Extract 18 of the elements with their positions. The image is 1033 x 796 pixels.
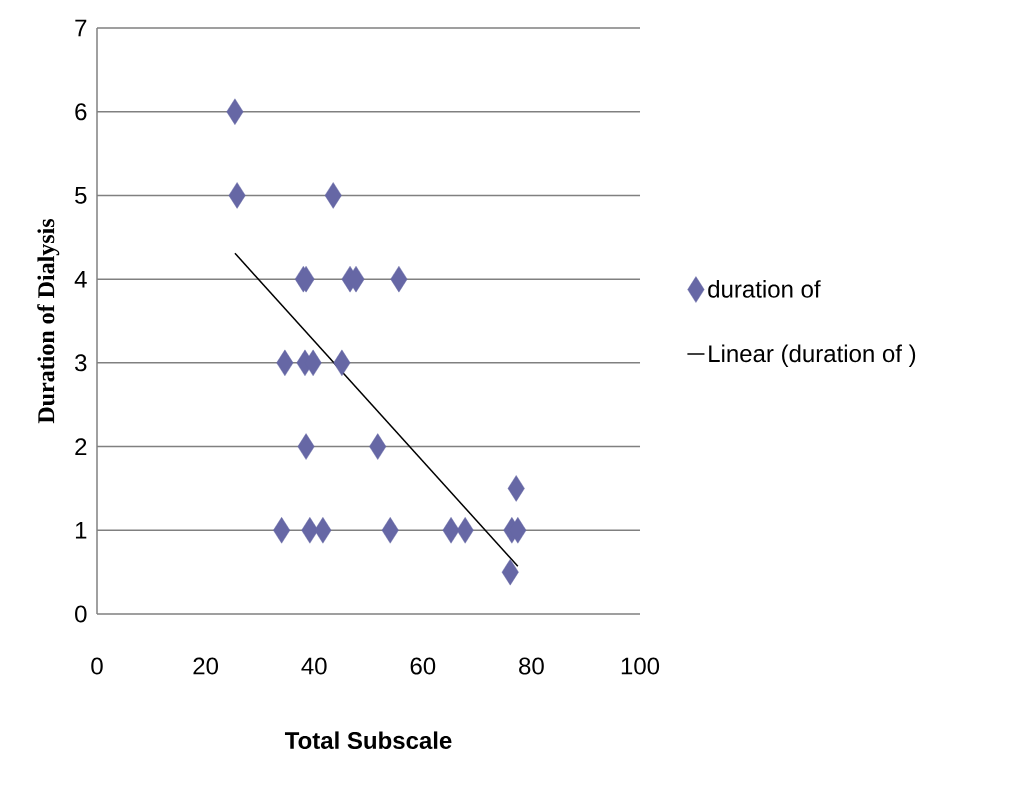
- legend-label: duration of: [708, 280, 821, 298]
- y-tick-label: 1: [75, 522, 87, 539]
- y-tick-label: 0: [75, 605, 87, 623]
- x-tick-label: 100: [621, 657, 660, 675]
- x-tick-label: 60: [410, 657, 436, 675]
- y-tick-label: 6: [75, 103, 87, 121]
- legend-label: Linear (duration of ): [709, 344, 916, 367]
- y-tick-label: 4: [74, 270, 87, 288]
- x-tick-label: 80: [519, 657, 544, 675]
- y-tick-label: 7: [75, 19, 87, 37]
- x-axis-title: Total Subscale: [284, 731, 452, 750]
- x-tick-label: 40: [301, 657, 327, 675]
- y-tick-label: 5: [75, 187, 87, 204]
- y-tick-label: 2: [75, 438, 87, 455]
- y-tick-label: 3: [75, 354, 87, 372]
- x-tick-label: 20: [193, 657, 219, 675]
- x-tick-label: 0: [91, 657, 103, 675]
- y-axis-title: Duration of Dialysis: [37, 218, 60, 424]
